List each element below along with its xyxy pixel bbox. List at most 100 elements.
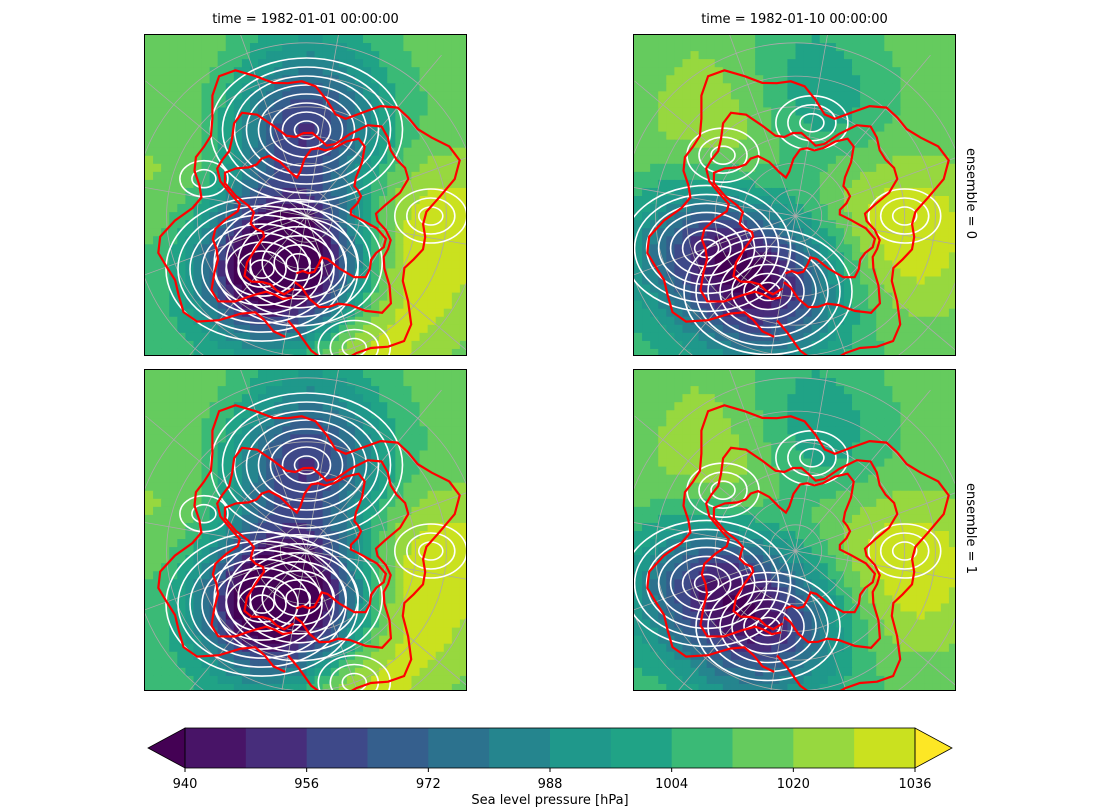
field-cell <box>843 107 853 117</box>
isobar-contour <box>669 220 744 277</box>
field-cell <box>900 340 910 350</box>
field-cell <box>443 196 453 205</box>
field-cell <box>763 83 772 92</box>
field-cell <box>419 179 429 189</box>
field-cell <box>459 43 466 52</box>
field-cell <box>443 163 453 173</box>
field-cell <box>884 115 893 125</box>
field-cell <box>443 651 453 661</box>
field-cell <box>714 131 724 141</box>
field-cell <box>698 51 708 60</box>
field-cell <box>443 171 453 181</box>
field-cell <box>714 75 724 84</box>
field-cell <box>690 83 700 92</box>
field-cell <box>177 316 186 326</box>
field-cell <box>306 220 316 229</box>
field-cell <box>185 571 195 580</box>
field-cell <box>932 35 942 44</box>
field-cell <box>932 348 942 355</box>
field-cell <box>338 386 348 395</box>
field-cell <box>714 284 724 294</box>
field-cell <box>274 67 283 76</box>
field-cell <box>852 123 861 133</box>
field-cell <box>411 292 421 302</box>
field-cell <box>819 171 829 181</box>
field-cell <box>258 394 267 403</box>
field-cell <box>940 220 950 229</box>
field-cell <box>322 284 332 294</box>
field-cell <box>177 595 186 605</box>
field-cell <box>306 308 316 318</box>
field-cell <box>322 571 332 580</box>
field-cell <box>193 571 203 580</box>
field-cell <box>419 115 429 125</box>
field-cell <box>322 316 332 326</box>
field-cell <box>249 131 259 141</box>
field-cell <box>161 410 170 419</box>
field-cell <box>282 67 291 76</box>
field-cell <box>843 43 853 52</box>
field-cell <box>459 466 466 476</box>
field-cell <box>169 91 178 100</box>
field-cell <box>387 659 396 669</box>
field-cell <box>338 522 348 532</box>
field-cell <box>443 292 453 302</box>
field-cell <box>811 99 821 109</box>
field-cell <box>787 340 797 350</box>
field-cell <box>153 659 162 669</box>
field-cell <box>771 155 780 165</box>
field-cell <box>306 402 316 411</box>
field-cell <box>403 99 413 109</box>
field-cell <box>193 268 203 278</box>
field-cell <box>674 370 684 379</box>
field-cell <box>835 316 845 326</box>
field-cell <box>435 490 445 500</box>
field-cell <box>274 59 283 68</box>
coastline <box>699 111 899 314</box>
field-cell <box>714 59 724 68</box>
field-cell <box>698 83 708 92</box>
field-cell <box>169 139 178 149</box>
field-cell <box>843 308 853 318</box>
field-cell <box>451 442 461 452</box>
field-cell <box>387 547 396 556</box>
field-cell <box>419 340 429 350</box>
field-cell <box>698 131 708 141</box>
field-cell <box>338 595 348 605</box>
field-cell <box>330 99 340 109</box>
field-cell <box>843 252 853 261</box>
field-cell <box>884 179 893 189</box>
field-cell <box>322 348 332 355</box>
field-cell <box>827 370 837 379</box>
field-cell <box>924 308 934 318</box>
field-cell <box>177 308 186 318</box>
field-cell <box>948 99 955 109</box>
field-cell <box>642 171 651 181</box>
field-cell <box>274 228 283 237</box>
field-cell <box>698 260 708 270</box>
field-cell <box>161 236 170 245</box>
field-cell <box>884 163 893 173</box>
field-cell <box>403 410 413 419</box>
field-cell <box>666 236 675 245</box>
field-cell <box>771 204 780 213</box>
field-cell <box>819 67 829 76</box>
field-cell <box>900 83 910 92</box>
field-cell <box>169 611 178 621</box>
field-cell <box>443 394 453 403</box>
field-cell <box>908 179 918 189</box>
field-cell <box>395 155 404 165</box>
field-cell <box>674 67 684 76</box>
field-cell <box>763 228 772 237</box>
field-cell <box>771 67 780 76</box>
field-cell <box>274 667 283 677</box>
field-cell <box>443 67 453 76</box>
field-cell <box>690 107 700 117</box>
field-cell <box>827 196 837 205</box>
field-cell <box>892 284 902 294</box>
field-cell <box>322 402 332 411</box>
field-cell <box>177 651 186 661</box>
field-cell <box>747 220 756 229</box>
field-cell <box>145 131 154 141</box>
field-cell <box>730 252 740 261</box>
